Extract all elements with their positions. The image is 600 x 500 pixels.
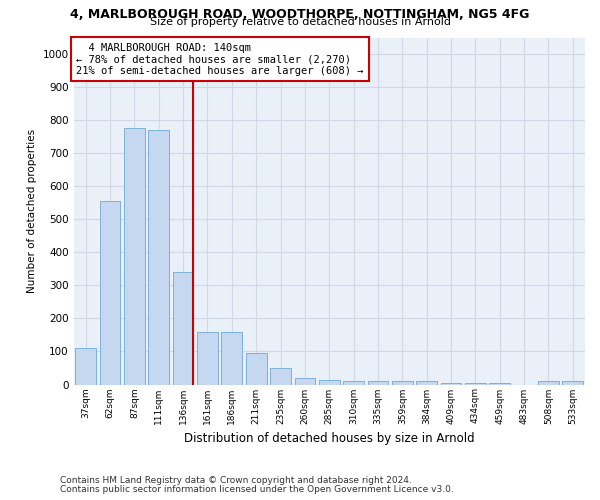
Text: 4 MARLBOROUGH ROAD: 140sqm
← 78% of detached houses are smaller (2,270)
21% of s: 4 MARLBOROUGH ROAD: 140sqm ← 78% of deta… bbox=[76, 42, 364, 76]
Bar bbox=[148, 130, 169, 384]
Bar bbox=[100, 201, 121, 384]
Bar bbox=[490, 383, 510, 384]
X-axis label: Distribution of detached houses by size in Arnold: Distribution of detached houses by size … bbox=[184, 432, 475, 445]
Bar bbox=[465, 383, 486, 384]
Bar bbox=[392, 381, 413, 384]
Bar bbox=[319, 380, 340, 384]
Text: Contains public sector information licensed under the Open Government Licence v3: Contains public sector information licen… bbox=[60, 485, 454, 494]
Bar bbox=[76, 348, 96, 385]
Bar bbox=[368, 381, 388, 384]
Bar bbox=[124, 128, 145, 384]
Bar bbox=[197, 332, 218, 384]
Y-axis label: Number of detached properties: Number of detached properties bbox=[27, 129, 37, 293]
Bar bbox=[562, 381, 583, 384]
Bar bbox=[343, 381, 364, 384]
Bar bbox=[295, 378, 315, 384]
Bar bbox=[173, 272, 193, 384]
Bar bbox=[440, 383, 461, 384]
Bar bbox=[270, 368, 291, 384]
Bar bbox=[416, 381, 437, 384]
Text: 4, MARLBOROUGH ROAD, WOODTHORPE, NOTTINGHAM, NG5 4FG: 4, MARLBOROUGH ROAD, WOODTHORPE, NOTTING… bbox=[70, 8, 530, 20]
Bar bbox=[246, 353, 266, 384]
Bar bbox=[221, 332, 242, 384]
Text: Size of property relative to detached houses in Arnold: Size of property relative to detached ho… bbox=[149, 17, 451, 27]
Text: Contains HM Land Registry data © Crown copyright and database right 2024.: Contains HM Land Registry data © Crown c… bbox=[60, 476, 412, 485]
Bar bbox=[538, 381, 559, 384]
